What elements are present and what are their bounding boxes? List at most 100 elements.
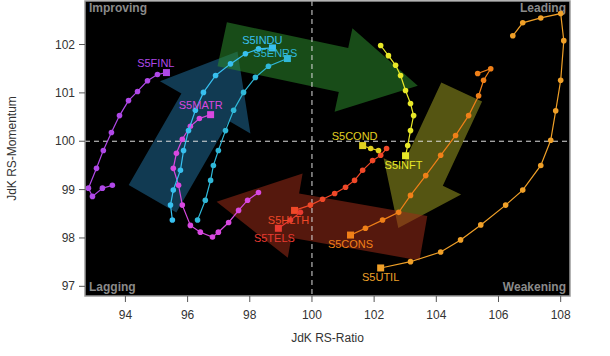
plot-background bbox=[85, 1, 570, 296]
tail-line bbox=[171, 48, 273, 220]
tail-marker bbox=[266, 63, 272, 69]
x-tick-label: 108 bbox=[551, 308, 571, 322]
tail-marker bbox=[481, 78, 487, 84]
tail-marker bbox=[208, 178, 214, 184]
tail-marker bbox=[94, 166, 100, 172]
tail-marker bbox=[170, 166, 176, 172]
reference-line bbox=[85, 141, 570, 142]
y-tick bbox=[79, 141, 85, 142]
tail-marker bbox=[213, 73, 219, 79]
x-tick bbox=[436, 296, 437, 302]
x-tick bbox=[125, 296, 126, 302]
series-label: S5HLTH bbox=[268, 214, 309, 226]
tail-marker bbox=[408, 193, 414, 199]
tail-marker bbox=[423, 173, 429, 179]
series-label: S5FINL bbox=[137, 57, 174, 69]
tail-marker bbox=[408, 259, 414, 265]
tail-marker bbox=[376, 148, 382, 154]
head-marker bbox=[163, 69, 170, 76]
tail-marker bbox=[86, 185, 92, 191]
tail-marker bbox=[411, 113, 417, 119]
tail-line bbox=[381, 14, 564, 268]
tail-marker bbox=[110, 182, 116, 188]
tail-marker bbox=[180, 202, 186, 208]
y-tick bbox=[79, 237, 85, 238]
tail-marker bbox=[453, 133, 459, 139]
tail-marker bbox=[308, 202, 314, 208]
chart: ImprovingLeadingWeakeningLaggingS5FINLS5… bbox=[0, 0, 610, 356]
y-tick-label: 100 bbox=[55, 134, 75, 148]
tail-marker bbox=[126, 98, 132, 104]
tail-marker bbox=[332, 191, 338, 197]
y-tick-label: 97 bbox=[62, 279, 76, 293]
tail-marker bbox=[181, 148, 187, 154]
tail-marker bbox=[253, 75, 259, 81]
tail-marker bbox=[210, 234, 216, 240]
head-marker bbox=[207, 111, 214, 118]
tail-marker bbox=[236, 208, 242, 214]
tail-marker bbox=[168, 202, 174, 208]
tail-marker bbox=[561, 38, 567, 44]
tail-marker bbox=[226, 220, 232, 226]
tail-line bbox=[351, 69, 491, 235]
tail-marker bbox=[90, 194, 96, 200]
x-tick-label: 102 bbox=[364, 308, 384, 322]
x-tick bbox=[374, 296, 375, 302]
tail-marker bbox=[170, 187, 176, 193]
tail-marker bbox=[475, 71, 481, 77]
tail-marker bbox=[553, 108, 559, 114]
tail-marker bbox=[178, 167, 184, 173]
series-label: S5INFT bbox=[385, 159, 423, 171]
tail-marker bbox=[231, 107, 237, 113]
quadrant-label: Weakening bbox=[503, 280, 566, 294]
y-tick bbox=[79, 44, 85, 45]
tail-marker bbox=[180, 137, 186, 143]
rotation-arrow bbox=[217, 174, 428, 261]
x-tick bbox=[560, 296, 561, 302]
tail-marker bbox=[203, 197, 209, 203]
tail-line bbox=[381, 46, 414, 156]
tail-marker bbox=[503, 202, 509, 208]
tail-marker bbox=[408, 101, 414, 107]
tail-marker bbox=[368, 146, 374, 152]
tail-marker bbox=[548, 137, 554, 143]
x-tick bbox=[249, 296, 250, 302]
tail-marker bbox=[408, 128, 414, 134]
quadrant-label: Lagging bbox=[89, 280, 136, 294]
series-label: S5UTIL bbox=[362, 271, 399, 283]
tail-line bbox=[295, 149, 387, 211]
tail-marker bbox=[520, 20, 526, 26]
tail-marker bbox=[370, 158, 376, 164]
series-label: S5MATR bbox=[179, 99, 223, 111]
tail-marker bbox=[466, 113, 472, 119]
tail-marker bbox=[245, 197, 251, 203]
tail-marker bbox=[380, 217, 386, 223]
series-labels: S5FINLS5MATRS5INDUS5ENRSS5HLTHS5TELSS5CO… bbox=[137, 34, 423, 283]
x-tick-label: 98 bbox=[243, 308, 257, 322]
y-tick bbox=[79, 189, 85, 190]
tail-marker bbox=[558, 11, 564, 17]
tail-marker bbox=[363, 225, 369, 231]
y-tick-label: 98 bbox=[62, 231, 76, 245]
y-axis-title: JdK RS-Momentum bbox=[5, 96, 19, 201]
x-tick bbox=[498, 296, 499, 302]
tail-marker bbox=[170, 217, 176, 223]
tail-marker bbox=[398, 73, 404, 79]
tail-marker bbox=[343, 184, 349, 190]
tail-marker bbox=[393, 63, 399, 69]
series-group bbox=[86, 11, 567, 272]
quadrant-label: Improving bbox=[89, 1, 147, 15]
tail-marker bbox=[155, 72, 161, 78]
tail-marker bbox=[538, 163, 544, 169]
tail-marker bbox=[405, 143, 411, 149]
y-tick-label: 99 bbox=[62, 183, 76, 197]
tail-marker bbox=[117, 113, 123, 119]
tail-marker bbox=[488, 66, 494, 72]
tail-marker bbox=[438, 249, 444, 255]
tail-marker bbox=[216, 229, 222, 235]
tail-marker bbox=[109, 130, 115, 136]
tail-marker bbox=[378, 152, 384, 158]
tail-marker bbox=[538, 15, 544, 21]
tail-marker bbox=[198, 229, 204, 235]
tail-marker bbox=[396, 210, 402, 216]
